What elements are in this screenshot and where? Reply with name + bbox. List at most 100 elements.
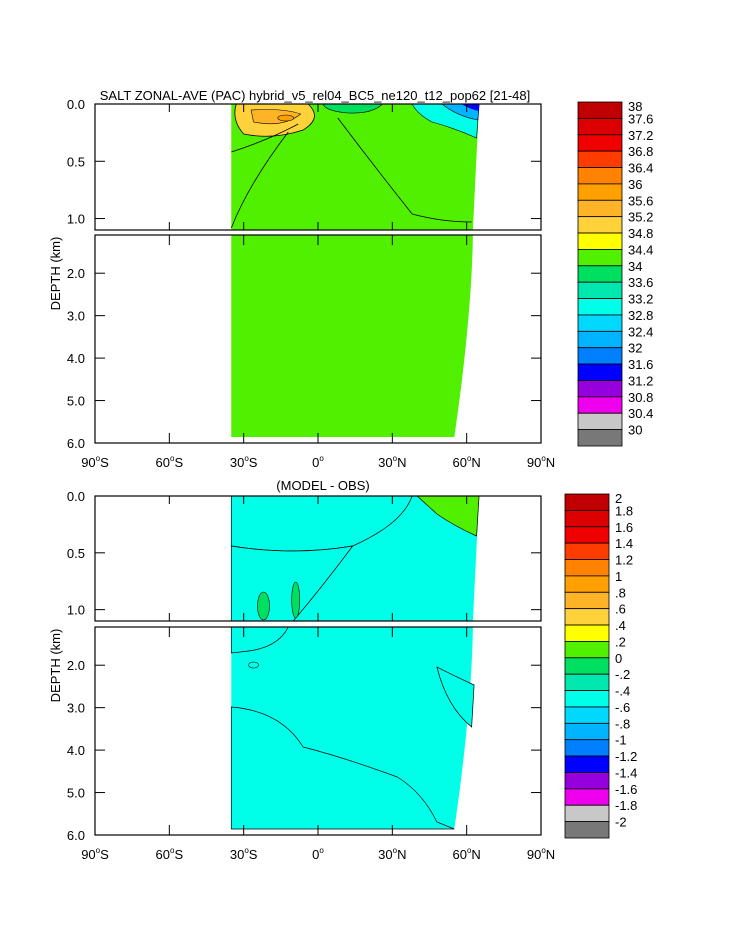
chart-2: (MODEL - OBS)0.00.51.02.03.04.05.06.090o… (48, 478, 637, 862)
x-tick-hemisphere: N (471, 847, 480, 862)
colorbar-swatch (577, 249, 623, 267)
colorbar-swatch (564, 608, 610, 626)
positive-bias-patch (291, 581, 301, 619)
colorbar-label: 31.2 (628, 373, 653, 388)
colorbar-swatch (564, 559, 610, 577)
colorbar-label: .6 (615, 602, 626, 617)
x-tick-label: 0o (312, 454, 324, 470)
colorbar-swatch (564, 493, 610, 511)
negative-bias-region (230, 626, 289, 654)
x-tick-number: 90 (81, 455, 95, 470)
north-freshest-region (461, 104, 480, 111)
x-tick-number: 90 (527, 847, 541, 862)
colorbar-label: -.6 (615, 700, 630, 715)
colorbar-label: -1 (615, 733, 627, 748)
y-tick-label: 4.0 (67, 743, 85, 758)
x-tick-label: 60oS (156, 454, 184, 470)
colorbar-swatch (564, 509, 610, 528)
colorbar-label: 32.4 (628, 324, 653, 339)
degree-symbol: o (96, 846, 101, 855)
colorbar-label: 35.6 (628, 193, 653, 208)
x-tick-hemisphere: N (546, 847, 555, 862)
y-tick-label: 5.0 (67, 394, 85, 409)
y-tick-label: 6.0 (67, 436, 85, 451)
y-tick-label: 2.0 (67, 658, 85, 673)
degree-symbol: o (170, 846, 175, 855)
chart-1: SALT ZONAL-AVE (PAC) hybrid_v5_rel04_BC5… (48, 88, 653, 470)
y-tick-label: 3.0 (67, 701, 85, 716)
colorbar-swatch (564, 657, 610, 675)
colorbar-label: 38 (628, 99, 642, 114)
degree-symbol: o (541, 846, 546, 855)
colorbar-label: 2 (615, 491, 622, 506)
colorbar-label: 34.4 (628, 242, 653, 257)
colorbar-swatch (577, 380, 623, 398)
colorbar-label: .8 (615, 585, 626, 600)
x-tick-number: 30 (230, 847, 244, 862)
y-tick-label: 2.0 (67, 266, 85, 281)
colorbar-swatch (577, 150, 623, 168)
colorbar-swatch (577, 412, 623, 431)
colorbar-swatch (564, 690, 610, 708)
colorbar-swatch (564, 739, 610, 757)
colorbar-swatch (577, 167, 623, 185)
colorbar-label: -.4 (615, 684, 630, 699)
y-tick-label: 0.5 (67, 154, 85, 169)
colorbar-label: 31.6 (628, 357, 653, 372)
degree-symbol: o (319, 846, 324, 855)
colorbar-swatch (577, 281, 623, 299)
chart-title: SALT ZONAL-AVE (PAC) hybrid_v5_rel04_BC5… (100, 88, 530, 103)
colorbar-label: 1.8 (615, 503, 633, 518)
colorbar-label: 34.8 (628, 226, 653, 241)
colorbar-swatch (577, 134, 623, 152)
x-tick-label: 30oN (378, 846, 406, 862)
x-tick-number: 0 (312, 847, 319, 862)
colorbar-label: 32 (628, 341, 642, 356)
x-tick-number: 30 (378, 455, 392, 470)
contour-line (231, 117, 472, 223)
colorbar-swatch (577, 429, 623, 447)
colorbar-swatch (564, 804, 610, 823)
colorbar-swatch (577, 117, 623, 136)
upper-panel: 0.0 0.5 1.0 (67, 489, 542, 622)
y-tick-label: 5.0 (67, 786, 85, 801)
x-tick-hemisphere: N (546, 455, 555, 470)
colorbar-label: .2 (615, 634, 626, 649)
x-tick-label: 90oN (527, 846, 555, 862)
colorbar-label: 30 (628, 423, 642, 438)
degree-symbol: o (541, 454, 546, 463)
positive-bias-region (416, 495, 480, 537)
colorbar-swatch (577, 347, 623, 365)
x-tick-hemisphere: N (471, 455, 480, 470)
colorbar-swatch (577, 330, 623, 349)
x-tick-label: 90oS (81, 846, 109, 862)
colorbar-label: -1.6 (615, 782, 637, 797)
colorbar-label: -1.2 (615, 749, 637, 764)
degree-symbol: o (393, 846, 398, 855)
x-tick-hemisphere: S (249, 455, 258, 470)
degree-symbol: o (244, 454, 249, 463)
colorbar-swatch (577, 216, 623, 234)
colorbar-swatch (564, 575, 610, 593)
x-tick-hemisphere: N (397, 455, 406, 470)
x-tick-hemisphere: S (174, 455, 183, 470)
colorbar-swatch (564, 788, 610, 806)
colorbar-label: 1.6 (615, 520, 633, 535)
colorbar-label: 30.4 (628, 406, 653, 421)
salinity-peak-region (277, 114, 295, 122)
colorbar-swatch (564, 722, 610, 741)
x-tick-label: 90oN (527, 454, 555, 470)
colorbar-label: 32.8 (628, 308, 653, 323)
colorbar-label: 34 (628, 259, 642, 274)
data-field (231, 104, 480, 230)
degree-symbol: o (393, 454, 398, 463)
negative-bias-patch (436, 666, 475, 728)
colorbar-label: 0 (615, 651, 622, 666)
x-tick-number: 0 (312, 455, 319, 470)
equatorial-low-region (322, 103, 384, 114)
colorbar: 21.81.61.41.21.8.6.4.20-.2-.4-.6-.8-1-1.… (564, 491, 637, 839)
x-tick-number: 90 (81, 847, 95, 862)
colorbar-swatch (564, 673, 610, 691)
colorbar-swatch (564, 624, 610, 642)
colorbar-swatch (564, 641, 610, 659)
